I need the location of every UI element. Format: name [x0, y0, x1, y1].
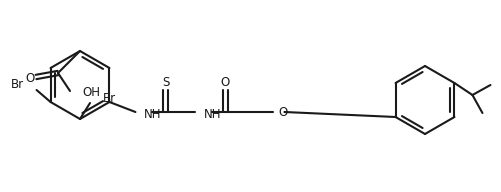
Text: NH: NH	[143, 108, 161, 122]
Text: O: O	[26, 71, 35, 84]
Text: S: S	[161, 75, 169, 89]
Text: NH: NH	[203, 108, 220, 122]
Text: Br: Br	[11, 79, 24, 92]
Text: O: O	[278, 105, 287, 118]
Text: Br: Br	[103, 92, 116, 104]
Text: OH: OH	[82, 87, 100, 99]
Text: O: O	[220, 75, 229, 89]
